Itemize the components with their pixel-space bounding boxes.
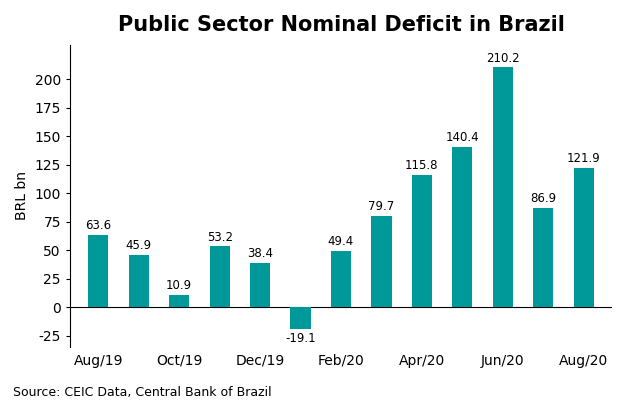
Text: 140.4: 140.4 bbox=[446, 131, 479, 144]
Bar bbox=[533, 208, 554, 307]
Bar bbox=[452, 147, 472, 307]
Text: 121.9: 121.9 bbox=[567, 152, 601, 165]
Bar bbox=[169, 295, 189, 307]
Text: 45.9: 45.9 bbox=[125, 239, 152, 252]
Text: 10.9: 10.9 bbox=[166, 279, 192, 292]
Bar bbox=[331, 251, 351, 307]
Bar bbox=[493, 67, 513, 307]
Text: 210.2: 210.2 bbox=[486, 52, 520, 64]
Text: 38.4: 38.4 bbox=[247, 247, 273, 260]
Bar bbox=[412, 175, 432, 307]
Text: 115.8: 115.8 bbox=[405, 159, 439, 172]
Text: 86.9: 86.9 bbox=[530, 192, 556, 205]
Bar bbox=[209, 246, 229, 307]
Bar bbox=[129, 255, 149, 307]
Y-axis label: BRL bn: BRL bn bbox=[15, 171, 29, 220]
Text: 53.2: 53.2 bbox=[207, 231, 233, 243]
Text: -19.1: -19.1 bbox=[285, 332, 316, 345]
Text: 79.7: 79.7 bbox=[368, 200, 394, 213]
Text: 63.6: 63.6 bbox=[85, 219, 112, 232]
Text: 49.4: 49.4 bbox=[328, 235, 354, 248]
Bar bbox=[371, 216, 391, 307]
Bar bbox=[250, 263, 270, 307]
Bar bbox=[574, 168, 594, 307]
Bar bbox=[88, 235, 108, 307]
Text: Source: CEIC Data, Central Bank of Brazil: Source: CEIC Data, Central Bank of Brazi… bbox=[13, 386, 271, 399]
Title: Public Sector Nominal Deficit in Brazil: Public Sector Nominal Deficit in Brazil bbox=[117, 15, 564, 35]
Bar bbox=[290, 307, 310, 329]
